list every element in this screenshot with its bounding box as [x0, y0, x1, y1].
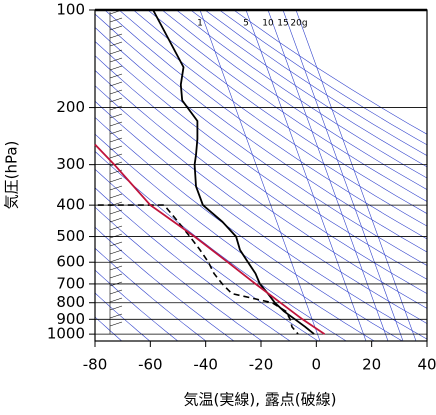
barb — [110, 234, 122, 238]
dry-adiabat — [191, 10, 436, 341]
barb — [110, 82, 122, 86]
dry-adiabat — [162, 10, 436, 341]
x-tick-label: 20 — [362, 356, 381, 374]
barb — [110, 18, 122, 22]
dry-adiabat — [119, 10, 436, 341]
barb — [110, 194, 122, 198]
dry-adiabat — [0, 10, 346, 341]
y-tick-label: 1000 — [47, 325, 85, 343]
barb — [110, 266, 122, 270]
mixing-ratio-line — [268, 10, 388, 341]
dry-adiabat — [148, 10, 436, 341]
barb — [110, 114, 122, 118]
y-tick-label: 700 — [56, 274, 85, 292]
mixing-ratio-label: 1 — [197, 19, 203, 29]
barb — [110, 258, 122, 262]
x-tick-label: -60 — [138, 356, 163, 374]
barb — [110, 146, 122, 150]
y-tick-label: 600 — [56, 253, 85, 271]
y-tick-label: 300 — [56, 155, 85, 173]
barb — [110, 178, 122, 182]
profile-line — [98, 205, 298, 334]
y-tick-label: 400 — [56, 196, 85, 214]
mixing-ratio-label: 10 — [262, 19, 274, 29]
x-tick-label: -40 — [193, 356, 218, 374]
mixing-ratio-label: 5 — [243, 19, 249, 29]
barb — [110, 226, 122, 230]
barb — [110, 98, 122, 102]
barb — [110, 218, 122, 222]
barb — [110, 130, 122, 134]
x-tick-label: -20 — [249, 356, 274, 374]
x-axis-label: 気温(実線), 露点(破線) — [184, 391, 337, 409]
barb — [110, 34, 122, 38]
mixing-ratio-line — [283, 10, 403, 341]
y-axis-label: 気圧(hPa) — [3, 141, 21, 210]
barb — [110, 26, 122, 30]
dry-adiabat — [205, 10, 436, 341]
y-tick-label: 500 — [56, 227, 85, 245]
barb — [110, 274, 122, 278]
x-tick-label: 0 — [312, 356, 322, 374]
barb — [110, 50, 122, 54]
dry-adiabat — [0, 10, 178, 341]
y-tick-label: 800 — [56, 293, 85, 311]
x-tick-label: -80 — [83, 356, 108, 374]
barb — [110, 58, 122, 62]
dry-adiabat — [0, 10, 290, 341]
mixing-ratio-label: 15 — [277, 19, 288, 29]
plot-frame — [95, 10, 427, 341]
barb — [110, 250, 122, 254]
y-tick-label: 200 — [56, 98, 85, 116]
barb — [110, 322, 122, 326]
mixing-ratio-line — [296, 10, 416, 341]
barb — [110, 210, 122, 214]
profile-line — [95, 145, 325, 335]
barb — [110, 154, 122, 158]
y-tick-label: 100 — [56, 1, 85, 19]
dry-adiabat — [0, 10, 206, 341]
x-tick-label: 40 — [417, 356, 436, 374]
dry-adiabat — [33, 10, 436, 341]
barb — [110, 186, 122, 190]
barb — [110, 66, 122, 70]
barb — [110, 290, 122, 294]
barb — [110, 298, 122, 302]
mixing-ratio-label: 20g — [290, 19, 307, 29]
